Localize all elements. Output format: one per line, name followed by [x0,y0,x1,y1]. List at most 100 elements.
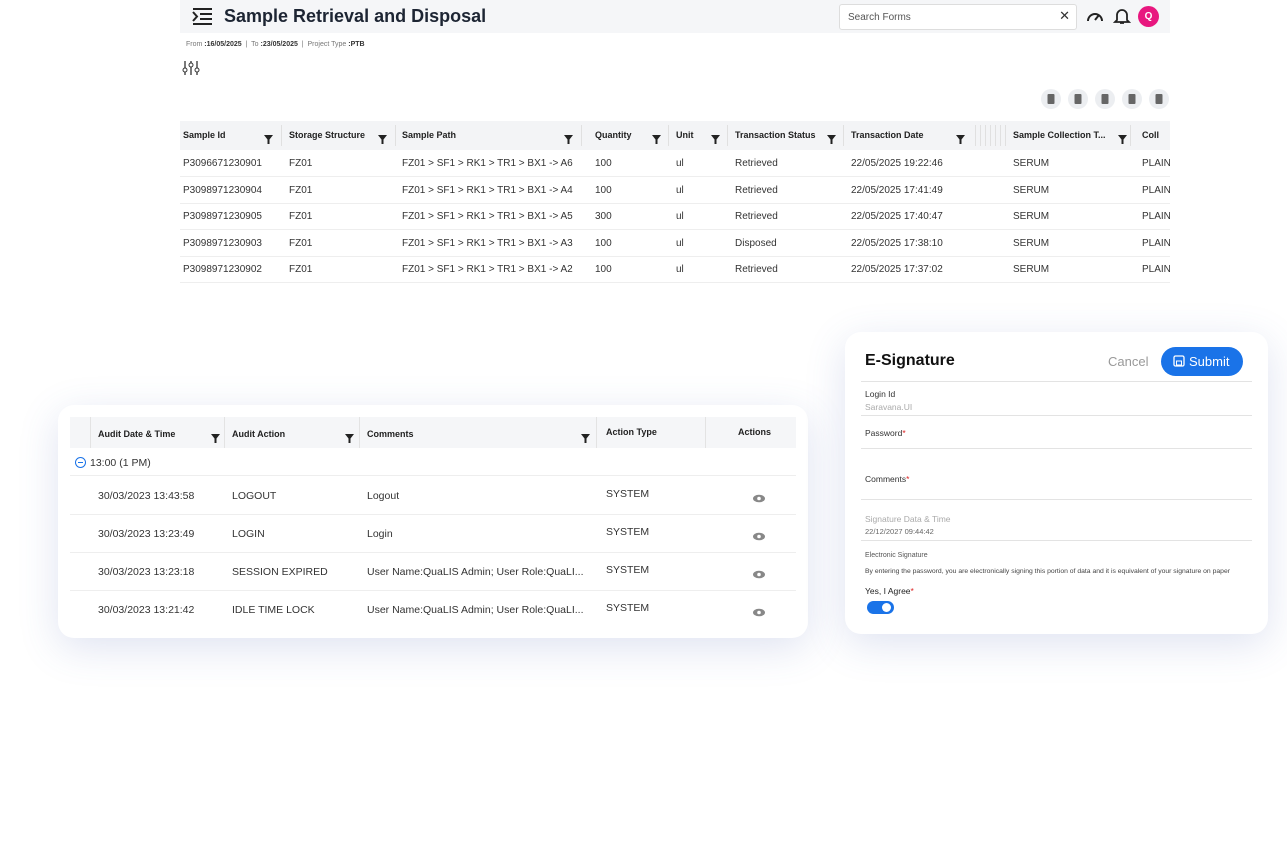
cell: P3098971230904 [183,184,262,196]
required-mark: * [902,428,906,438]
column-header[interactable]: Comments [367,429,414,439]
login-value: Saravana.UI [865,402,913,412]
cell: FZ01 > SF1 > RK1 > TR1 > BX1 -> A2 [402,264,573,275]
cell: FZ01 [289,211,313,222]
cell: P3098971230905 [183,211,262,222]
group-toggle[interactable] [75,457,86,468]
project-type-value: :PTB [348,41,365,48]
to-label: To [251,41,259,48]
cell: PLAIN [1142,211,1170,222]
cell: SERUM [1013,211,1050,222]
agree-toggle[interactable] [867,601,894,614]
cell: Logout [367,490,400,502]
column-filter-icon[interactable] [1118,131,1127,144]
speed-icon[interactable] [1086,7,1104,25]
column-filter-icon[interactable] [211,430,220,443]
column-header[interactable]: Audit Action [232,429,286,439]
column-divider [705,417,706,448]
menu-icon[interactable] [192,7,214,25]
comments-label: Comments* [865,474,909,484]
cell: 30/03/2023 13:23:49 [98,528,195,540]
cell: ul [676,184,684,196]
cell: P3096671230901 [183,158,262,169]
esig-title: E-Signature [865,352,955,369]
required-mark: * [910,586,914,596]
view-button[interactable] [752,566,766,579]
cell: FZ01 [289,184,313,196]
column-divider [1005,125,1006,146]
column-divider [581,125,582,146]
filter-settings-icon[interactable] [182,60,200,76]
view-button[interactable] [752,604,766,617]
cell: FZ01 > SF1 > RK1 > TR1 > BX1 -> A5 [402,211,573,222]
cell: 22/05/2025 19:22:46 [851,158,943,169]
cell: ul [676,264,684,275]
column-header[interactable]: Coll [1142,130,1159,140]
cell: SYSTEM [606,602,650,614]
column-header[interactable]: Audit Date & Time [98,429,176,439]
column-divider [90,417,91,448]
submit-button[interactable]: Submit [1161,347,1243,376]
column-filter-icon[interactable] [711,131,720,144]
column-filter-icon[interactable] [264,131,273,144]
toolbar-button[interactable] [1095,89,1115,109]
column-filter-icon[interactable] [956,131,965,144]
row-divider [180,202,1170,204]
column-filter-icon[interactable] [652,131,661,144]
cell: Retrieved [735,158,778,169]
audit-card: Audit Date & Time Audit Action Comments Act… [58,405,808,638]
view-button[interactable] [752,528,766,541]
column-divider [1000,125,1001,146]
comments-label-text: Comments [865,474,907,484]
cell: 100 [595,264,612,275]
column-filter-icon[interactable] [581,430,590,443]
project-type-label: Project Type [307,41,347,48]
column-divider [727,125,728,146]
row-divider [70,475,796,476]
cell: 300 [595,211,612,222]
row-divider [180,229,1170,230]
cell: ul [676,158,684,169]
cell: ul [676,237,684,249]
column-header[interactable]: Transaction Status [735,130,816,140]
column-header[interactable]: Sample Id [183,130,226,140]
column-filter-icon[interactable] [564,131,573,144]
from-label: From [186,41,203,48]
column-filter-icon[interactable] [378,131,387,144]
esig-text: By entering the password, you are electr… [865,568,1230,575]
column-divider [995,125,996,146]
column-header[interactable]: Actions [738,427,772,437]
column-header[interactable]: Storage Structure [289,130,366,140]
cell: 100 [595,158,612,169]
column-header[interactable]: Action Type [606,427,657,437]
column-header[interactable]: Transaction Date [851,130,924,140]
to-value: :23/05/2025 [260,41,298,48]
cell: FZ01 [289,237,313,249]
cell: Retrieved [735,264,778,275]
column-filter-icon[interactable] [345,430,354,443]
view-button[interactable] [752,490,766,503]
group-label: 13:00 (1 PM) [90,457,151,469]
toolbar-button[interactable] [1068,89,1088,109]
column-divider [990,125,991,146]
search-placeholder: Search Forms [848,12,911,23]
column-divider [985,125,986,146]
toolbar-button[interactable] [1149,89,1169,109]
toolbar-button[interactable] [1122,89,1142,109]
avatar[interactable]: Q [1138,6,1159,27]
toolbar-button[interactable] [1041,89,1061,109]
date-label: Signature Data & Time [865,514,951,524]
cancel-button[interactable]: Cancel [1108,354,1149,369]
row-divider [70,590,796,591]
column-header[interactable]: Unit [676,130,694,140]
clear-icon[interactable]: ✕ [1059,8,1070,23]
cell: SYSTEM [606,488,650,500]
bell-icon[interactable] [1113,7,1131,25]
cell: SYSTEM [606,526,650,538]
search-box[interactable]: Search Forms ✕ [839,4,1077,30]
column-header[interactable]: Sample Collection T... [1013,130,1106,140]
column-header[interactable]: Quantity [595,130,632,140]
column-filter-icon[interactable] [827,131,836,144]
cell: Login [367,528,393,540]
column-header[interactable]: Sample Path [402,130,457,140]
